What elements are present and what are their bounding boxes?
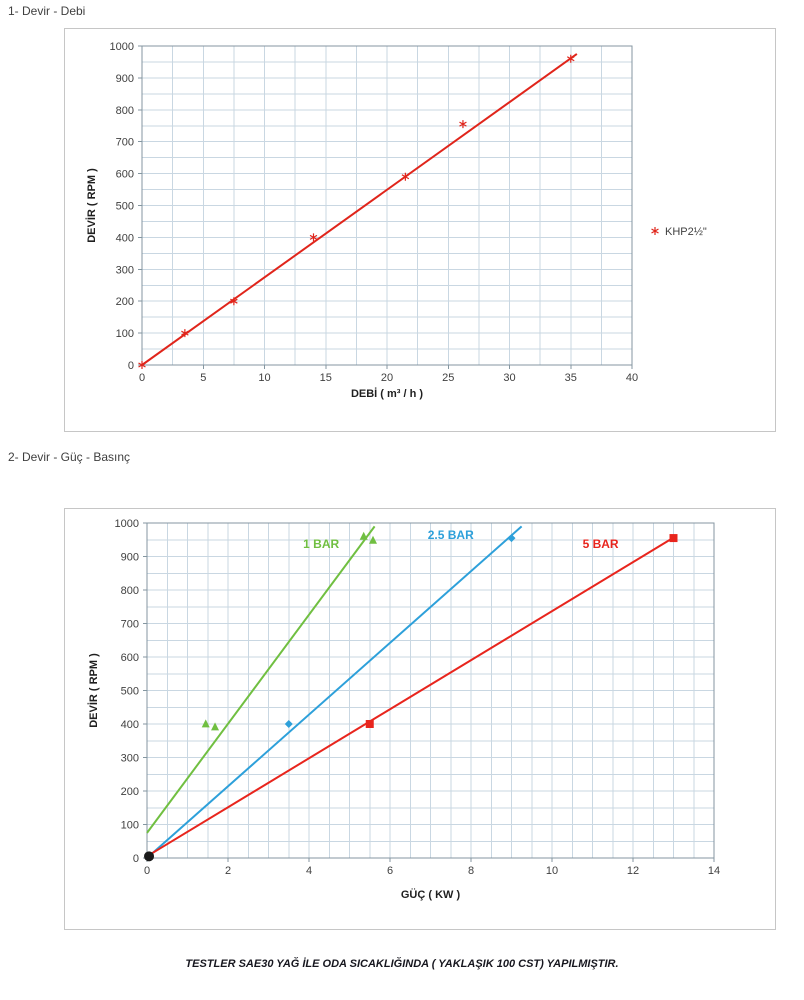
chart-canvas-devir-debi: 0 5 10 15 20 25 30 35 40 0 100 200 300 400 500 600 700 80…	[65, 29, 775, 436]
series-label: 1 BAR	[303, 537, 339, 551]
triangle-marker	[368, 535, 377, 544]
trend-line	[146, 525, 376, 834]
series-5 BAR	[146, 534, 678, 858]
svg-text:30: 30	[503, 372, 515, 384]
svg-text:2: 2	[225, 865, 231, 877]
series-2.5 BAR	[146, 525, 523, 859]
svg-text:0: 0	[144, 865, 150, 877]
triangle-marker	[211, 722, 220, 731]
series-label: 2.5 BAR	[428, 528, 474, 542]
svg-text:300: 300	[121, 753, 139, 765]
gridlines	[141, 45, 633, 366]
svg-text:100: 100	[121, 820, 139, 832]
trend-line	[141, 53, 578, 366]
legend-label: KHP2½"	[665, 226, 707, 238]
star-marker	[309, 233, 318, 242]
series-1 BAR	[146, 525, 377, 834]
axis-ticks	[143, 522, 715, 862]
tick-labels: 0 2 4 6 8 10 12 14 0 100 200 300 400 500 600 700 800 900 1…	[115, 518, 721, 877]
series-KHP2½"	[138, 53, 578, 369]
svg-text:200: 200	[121, 786, 139, 798]
star-marker	[566, 54, 575, 63]
svg-text:6: 6	[387, 865, 393, 877]
legend: KHP2½"	[651, 226, 707, 238]
svg-text:4: 4	[306, 865, 312, 877]
y-axis-title: DEVİR ( RPM )	[87, 653, 100, 728]
axis-ticks	[138, 45, 633, 369]
svg-text:10: 10	[546, 865, 558, 877]
chart-svg: 0 5 10 15 20 25 30 35 40010020030040050060070080…	[85, 41, 707, 400]
diamond-marker	[284, 720, 293, 728]
svg-text:14: 14	[708, 865, 720, 877]
series-origin	[144, 851, 155, 862]
svg-text:1000: 1000	[115, 518, 139, 530]
svg-text:0: 0	[128, 360, 134, 372]
svg-text:10: 10	[258, 372, 270, 384]
star-marker	[401, 172, 410, 181]
svg-text:700: 700	[121, 619, 139, 631]
trend-line	[146, 535, 677, 858]
svg-text:600: 600	[116, 169, 134, 181]
svg-text:8: 8	[468, 865, 474, 877]
star-marker	[651, 227, 659, 235]
svg-text:500: 500	[116, 201, 134, 213]
svg-text:300: 300	[116, 264, 134, 276]
svg-text:5: 5	[200, 372, 206, 384]
svg-text:15: 15	[320, 372, 332, 384]
triangle-marker	[201, 719, 210, 728]
circle-marker	[144, 851, 155, 862]
square-marker	[669, 534, 678, 543]
gridlines	[146, 522, 715, 859]
svg-text:25: 25	[442, 372, 454, 384]
x-axis-title: GÜÇ ( KW )	[401, 888, 461, 901]
svg-text:40: 40	[626, 372, 638, 384]
chart-devir-debi: 0 5 10 15 20 25 30 35 40 0 100 200 300 400 500 600 700 80…	[64, 28, 776, 432]
trend-line	[146, 525, 523, 859]
star-marker	[138, 361, 146, 369]
svg-text:800: 800	[116, 105, 134, 117]
svg-text:500: 500	[121, 686, 139, 698]
triangle-marker	[359, 531, 368, 540]
chart-devir-guc-basinc: 0 2 4 6 8 10 12 14 0 100 200 300 400 500 600 700 800 900 1…	[64, 508, 776, 930]
svg-text:35: 35	[565, 372, 577, 384]
svg-text:800: 800	[121, 585, 139, 597]
star-marker	[230, 297, 238, 306]
x-axis-title: DEBİ ( m³ / h )	[351, 387, 423, 400]
section-title-devir-debi: 1- Devir - Debi	[8, 4, 86, 18]
svg-text:600: 600	[121, 652, 139, 664]
svg-text:700: 700	[116, 137, 134, 149]
svg-text:0: 0	[139, 372, 145, 384]
svg-text:900: 900	[121, 552, 139, 564]
section-title-devir-guc-basinc: 2- Devir - Güç - Basınç	[8, 450, 131, 464]
svg-text:400: 400	[121, 719, 139, 731]
diamond-marker	[507, 534, 516, 543]
star-marker	[459, 120, 467, 129]
svg-text:400: 400	[116, 232, 134, 244]
star-marker	[181, 329, 189, 338]
svg-text:200: 200	[116, 296, 134, 308]
y-axis-title: DEVİR ( RPM )	[85, 168, 98, 243]
svg-text:900: 900	[116, 73, 134, 85]
tick-labels: 0 5 10 15 20 25 30 35 40010020030040050060070080…	[110, 41, 639, 384]
chart-svg: 0 2 4 6 8 10 12 14 0 100 200 300 400 500 600 700 800 900 1…	[87, 518, 721, 901]
svg-text:100: 100	[116, 328, 134, 340]
square-marker	[365, 720, 374, 728]
svg-text:12: 12	[627, 865, 639, 877]
svg-text:0: 0	[133, 853, 139, 865]
svg-text:1000: 1000	[110, 41, 134, 53]
svg-text:20: 20	[381, 372, 393, 384]
series-label: 5 BAR	[583, 537, 619, 551]
footer-note: TESTLER SAE30 YAĞ İLE ODA SICAKLIĞINDA (…	[185, 958, 619, 970]
chart-canvas-devir-guc-basinc: 0 2 4 6 8 10 12 14 0 100 200 300 400 500 600 700 800 900 1…	[65, 509, 775, 934]
